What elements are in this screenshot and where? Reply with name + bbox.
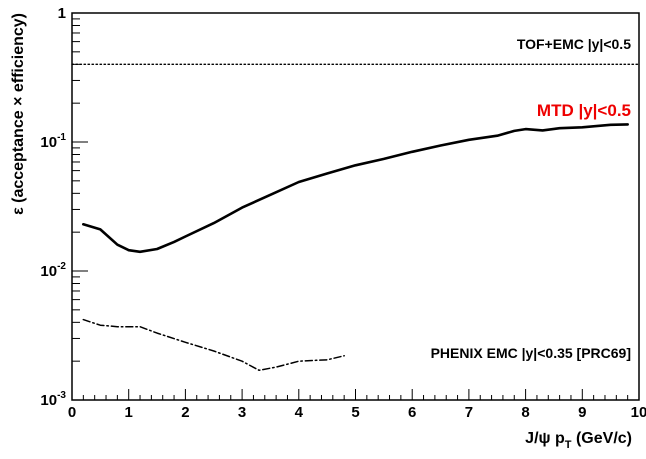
x-tick-label: 2 xyxy=(181,404,189,421)
plot-frame xyxy=(71,12,640,401)
y-tick-label: 10-2 xyxy=(40,261,66,280)
x-tick-label: 1 xyxy=(125,404,133,421)
y-ticks: 1 10-1 10-2 10-3 xyxy=(40,5,88,409)
series-label-mtd: MTD |y|<0.5 xyxy=(537,101,631,120)
x-tick-label: 10 xyxy=(631,404,646,421)
x-tick-label: 6 xyxy=(408,404,416,421)
x-tick-label: 4 xyxy=(295,404,304,421)
series-lines xyxy=(71,63,640,372)
y-axis-label: ε (acceptance × efficiency) xyxy=(10,13,27,215)
x-tick-label: 5 xyxy=(351,404,359,421)
series-line-0 xyxy=(82,123,630,254)
x-axis-label: J/ψ pT (GeV/c) xyxy=(525,430,632,451)
series-label-phenix: PHENIX EMC |y|<0.35 [PRC69] xyxy=(431,345,631,361)
y-tick-label: 10-1 xyxy=(40,132,66,151)
x-ticks: 0 1 2 3 4 5 6 7 8 9 10 xyxy=(68,389,646,421)
x-tick-label: 8 xyxy=(521,404,529,421)
y-tick-label: 1 xyxy=(58,5,66,22)
x-tick-label: 7 xyxy=(465,404,473,421)
series-line-2 xyxy=(82,318,345,372)
series-label-tof-emc: TOF+EMC |y|<0.5 xyxy=(517,36,631,52)
x-tick-label: 0 xyxy=(68,404,76,421)
x-tick-label: 3 xyxy=(238,404,246,421)
y-tick-label: 10-3 xyxy=(40,390,66,409)
x-tick-label: 9 xyxy=(578,404,586,421)
